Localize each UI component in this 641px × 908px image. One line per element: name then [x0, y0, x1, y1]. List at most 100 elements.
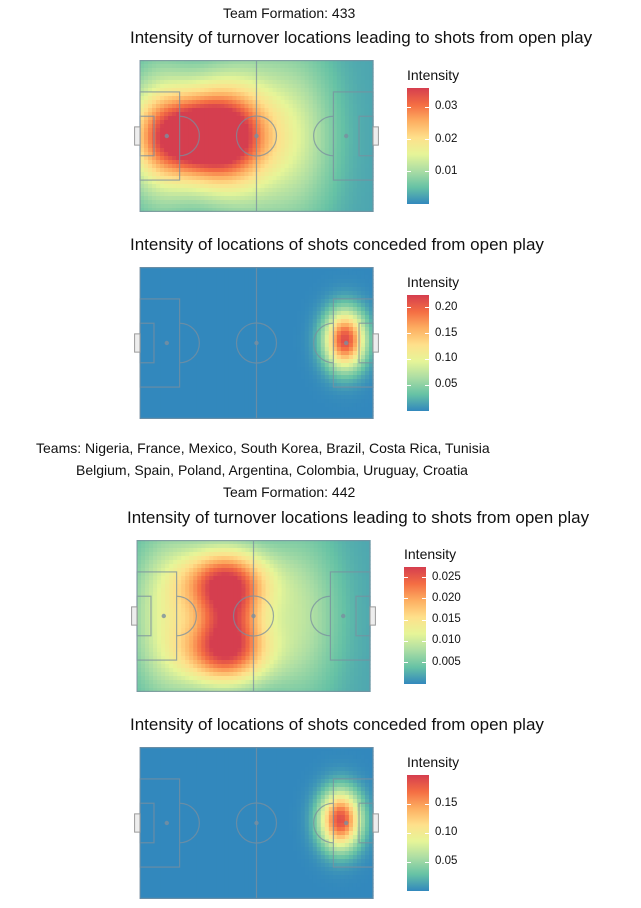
heatmap-cell — [217, 576, 222, 581]
heatmap-cell — [300, 383, 306, 388]
heatmap-cell — [236, 363, 242, 368]
heatmap-cell — [304, 60, 310, 65]
heatmap-cell — [192, 379, 197, 384]
heatmap-cell — [217, 552, 222, 557]
heatmap-cell — [308, 279, 314, 284]
heatmap-cell — [213, 572, 218, 577]
goal-left — [134, 126, 141, 146]
heatmap-cell — [232, 299, 238, 304]
heatmap-cell — [148, 291, 153, 296]
heatmap-cell — [180, 323, 185, 328]
heatmap-cell — [156, 363, 161, 368]
heatmap-cell — [244, 279, 250, 284]
heatmap-cell — [276, 208, 282, 212]
heatmap-cell — [344, 164, 350, 169]
heatmap-cell — [352, 295, 358, 300]
heatmap-cell — [328, 180, 334, 185]
heatmap-cell — [296, 415, 302, 419]
heatmap-cell — [248, 144, 254, 149]
heatmap-cell — [248, 415, 254, 419]
heatmap-cell — [272, 172, 278, 177]
heatmap-cell — [160, 108, 165, 113]
heatmap-cell — [140, 279, 145, 284]
heatmap-cell — [296, 383, 302, 388]
heatmap-cell — [220, 192, 225, 197]
heatmap-cell — [276, 415, 282, 419]
heatmap-cell — [180, 343, 185, 348]
heatmap-cell — [268, 287, 274, 292]
heatmap-cell — [228, 275, 233, 280]
heatmap-cell — [232, 152, 238, 157]
heatmap-cell — [360, 136, 366, 141]
heatmap-cell — [156, 295, 161, 300]
heatmap-cell — [256, 88, 262, 93]
heatmap-cell — [284, 60, 290, 65]
heatmap-cell — [284, 208, 290, 212]
heatmap-cell — [285, 568, 291, 573]
heatmap-cell — [304, 283, 310, 288]
heatmap-cell — [325, 548, 331, 553]
heatmap-cell — [248, 132, 254, 137]
heatmap-cell — [292, 299, 298, 304]
heatmap-cell — [161, 540, 166, 545]
heatmap-cell — [212, 104, 217, 109]
heatmap-cell — [260, 204, 266, 209]
heatmap-cell — [156, 116, 161, 121]
heatmap-cell — [192, 267, 197, 272]
heatmap-cell — [264, 120, 270, 125]
heatmap-cell — [156, 152, 161, 157]
heatmap-cell — [173, 540, 178, 545]
heatmap-cell — [224, 132, 229, 137]
heatmap-cell — [256, 307, 262, 312]
heatmap-cell — [220, 204, 225, 209]
heatmap-cell — [292, 200, 298, 205]
heatmap-cell — [140, 112, 145, 117]
heatmap-cell — [280, 375, 286, 380]
heatmap-cell — [328, 160, 334, 165]
heatmap-cell — [280, 351, 286, 356]
heatmap-cell — [320, 168, 326, 173]
heatmap-cell — [244, 168, 250, 173]
heatmap-cell — [296, 319, 302, 324]
heatmap-cell — [276, 303, 282, 308]
heatmap-cell — [236, 112, 242, 117]
heatmap-cell — [360, 200, 366, 205]
heatmap-cell — [352, 172, 358, 177]
heatmap-cell — [280, 132, 286, 137]
heatmap-cell — [236, 295, 242, 300]
heatmap-cell — [304, 303, 310, 308]
heatmap-cell — [288, 387, 294, 392]
goal-left — [134, 333, 141, 353]
heatmap-cell — [161, 556, 166, 561]
heatmap-cell — [204, 60, 209, 65]
heatmap-cell — [332, 299, 338, 304]
heatmap-cell — [176, 363, 181, 368]
heatmap-cell — [344, 64, 350, 69]
heatmap-cell — [216, 279, 221, 284]
heatmap-cell — [284, 188, 290, 193]
heatmap-cell — [269, 556, 275, 561]
heatmap-cell — [208, 327, 213, 332]
heatmap-cell — [252, 208, 258, 212]
heatmap-cell — [208, 112, 213, 117]
heatmap-cell — [140, 176, 145, 181]
heatmap-cell — [172, 200, 177, 205]
heatmap-cell — [220, 160, 225, 165]
heatmap-cell — [312, 124, 318, 129]
heatmap-cell — [180, 339, 185, 344]
heatmap-cell — [260, 387, 266, 392]
heatmap-cell — [160, 168, 165, 173]
heatmap-cell — [292, 92, 298, 97]
heatmap-cell — [272, 72, 278, 77]
heatmap-cell — [220, 363, 225, 368]
heatmap-cell — [225, 560, 230, 565]
heatmap-cell — [301, 548, 307, 553]
heatmap-cell — [212, 415, 217, 419]
heatmap-cell — [176, 307, 181, 312]
heatmap-cell — [352, 355, 358, 360]
heatmap-cell — [284, 327, 290, 332]
heatmap-cell — [144, 100, 149, 105]
heatmap-cell — [232, 367, 238, 372]
heatmap-cell — [196, 287, 201, 292]
heatmap-cell — [172, 311, 177, 316]
